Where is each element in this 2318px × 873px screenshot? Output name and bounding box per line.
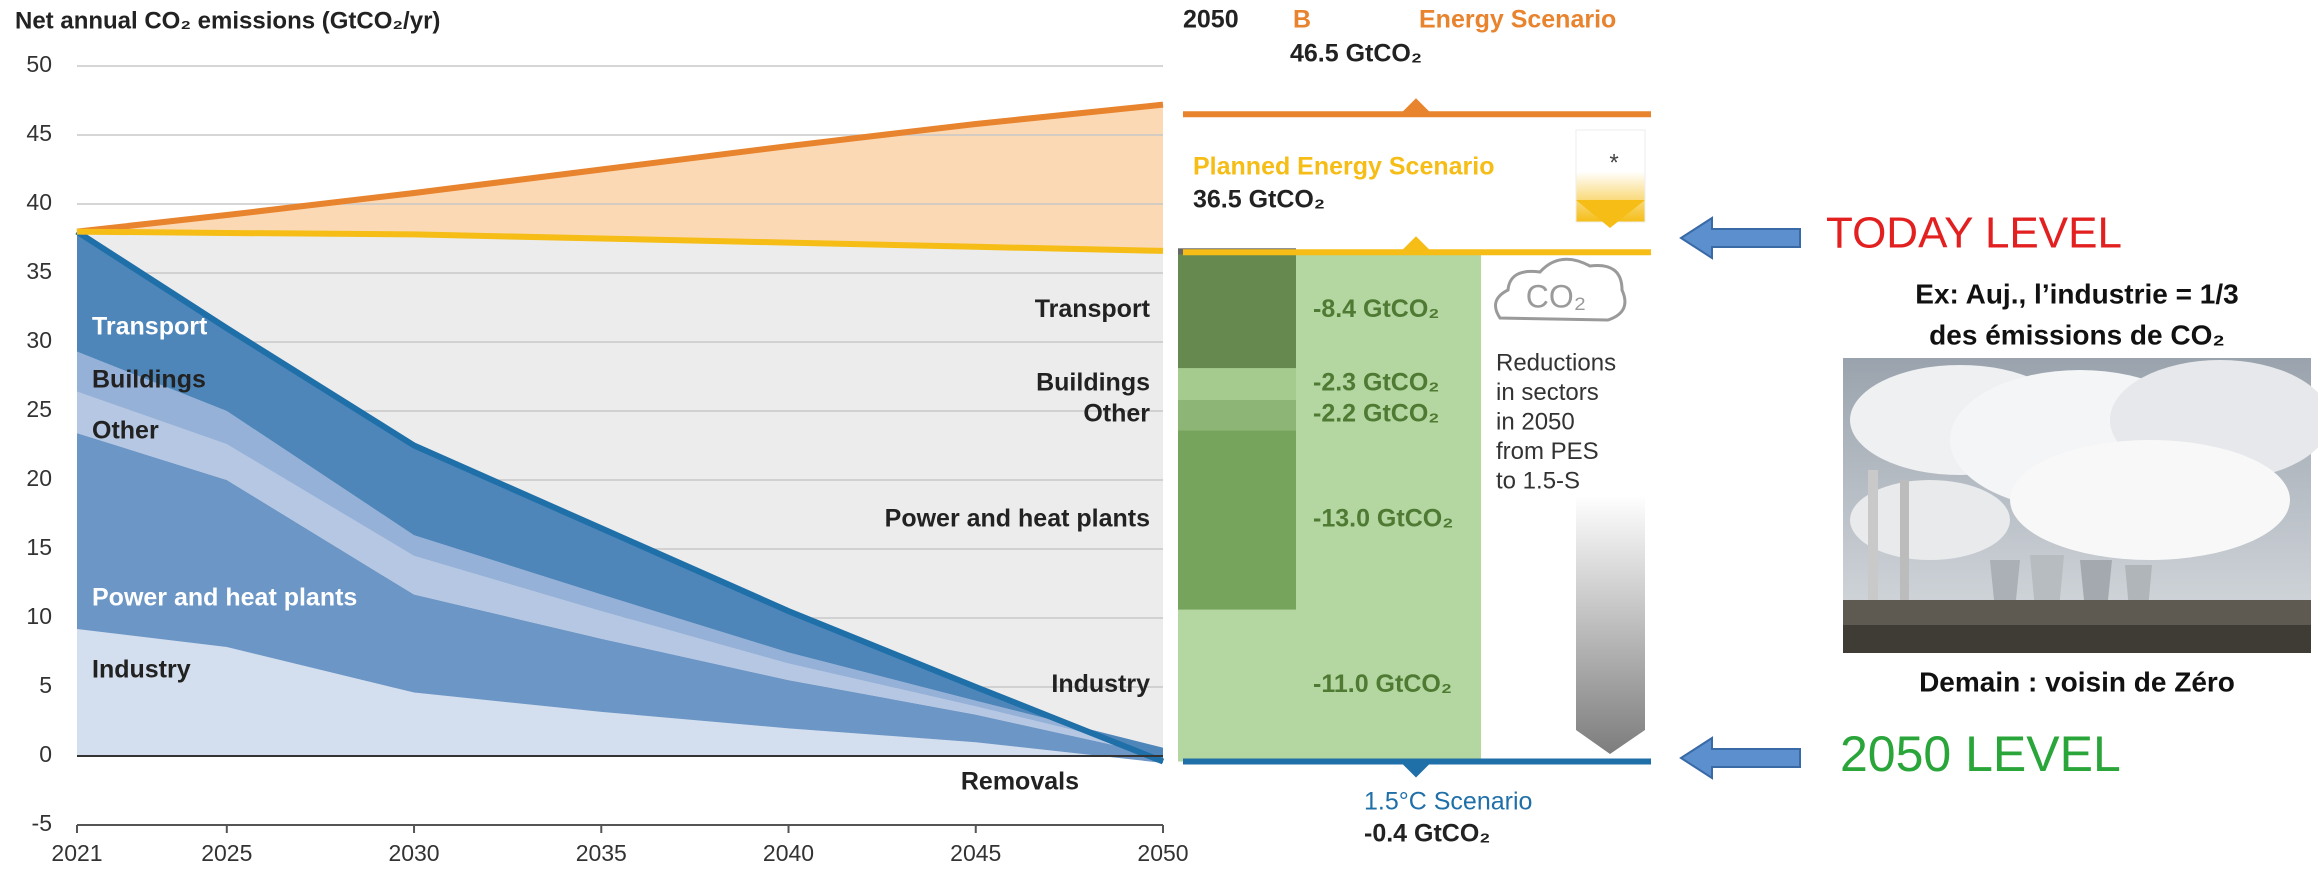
x-tick-label: 2050 (1137, 840, 1188, 866)
y-tick-label: 40 (26, 189, 52, 215)
y-tick-label: 0 (39, 741, 52, 767)
y-tick-label: 15 (26, 534, 52, 560)
reduction-arrow (1576, 495, 1645, 754)
reduction-category: Transport (1035, 295, 1151, 323)
reduction-segment (1178, 400, 1296, 430)
factory-photo (1843, 358, 2318, 653)
note-line: in 2050 (1496, 408, 1575, 435)
reduction-segment (1178, 252, 1296, 368)
x-tick-label: 2045 (950, 840, 1001, 866)
x-tick-label: 2035 (576, 840, 627, 866)
y-tick-label: 35 (26, 258, 52, 284)
scenario-band (77, 105, 1163, 251)
note-line: in sectors (1496, 379, 1599, 406)
reduction-value-label: -2.3 GtCO₂ (1313, 369, 1439, 397)
caption: Ex: Auj., l’industrie = 1/3 (1915, 278, 2238, 309)
x-tick-label: 2040 (763, 840, 814, 866)
scenario-name: Energy Scenario (1419, 6, 1616, 34)
reduction-category: Other (1083, 400, 1150, 428)
scenario-value: 46.5 GtCO₂ (1290, 40, 1422, 68)
scenario-marker (1400, 762, 1432, 778)
scenario-prefix: B (1293, 6, 1311, 34)
y-tick-label: 25 (26, 396, 52, 422)
x-tick-label: 2021 (51, 840, 102, 866)
removals-label: Removals (961, 768, 1079, 796)
reduction-segment (1178, 430, 1296, 609)
note-line: to 1.5-S (1496, 467, 1580, 494)
pointer-arrow (1681, 218, 1800, 258)
y-tick-label: 45 (26, 120, 52, 146)
reduction-value-label: -8.4 GtCO₂ (1313, 295, 1439, 323)
series-label: Buildings (92, 366, 206, 394)
x-tick-label: 2025 (201, 840, 252, 866)
reduction-value-label: -11.0 GtCO₂ (1313, 670, 1452, 698)
y-tick-label: 5 (39, 672, 52, 698)
caption: des émissions de CO₂ (1929, 319, 2225, 350)
y-tick-label: -5 (32, 810, 52, 836)
pointer-arrow (1681, 738, 1800, 778)
cloud-label: CO₂ (1526, 278, 1586, 314)
today-level: TODAY LEVEL (1826, 209, 2122, 258)
star: * (1609, 149, 1618, 176)
reduction-category: Buildings (1036, 369, 1150, 397)
note-line: from PES (1496, 438, 1599, 465)
y-tick-label: 30 (26, 327, 52, 353)
series-label: Other (92, 417, 159, 445)
series-label: Transport (92, 313, 208, 341)
y-tick-label: 50 (26, 51, 52, 77)
level-2050: 2050 LEVEL (1840, 726, 2121, 782)
note-line: Reductions (1496, 349, 1616, 376)
y-tick-label: 10 (26, 603, 52, 629)
chart-title: Net annual CO₂ emissions (GtCO₂/yr) (15, 7, 440, 34)
series-label: Industry (92, 656, 191, 684)
scenario-value: 36.5 GtCO₂ (1193, 186, 1325, 214)
reduction-segment (1178, 610, 1296, 762)
reduction-category: Industry (1051, 670, 1150, 698)
page: -505101520253035404550202120252030203520… (0, 0, 2318, 873)
panel-year: 2050 (1183, 6, 1239, 34)
x-tick-label: 2030 (388, 840, 439, 866)
reduction-category: Power and heat plants (885, 505, 1150, 533)
footer-caption: Demain : voisin de Zéro (1919, 666, 2235, 697)
scenario-name: Planned Energy Scenario (1193, 153, 1495, 181)
reduction-segment (1178, 368, 1296, 400)
scenario-marker (1400, 236, 1432, 252)
scenario-name: 1.5°C Scenario (1364, 788, 1532, 816)
reduction-value-label: -2.2 GtCO₂ (1313, 400, 1439, 428)
reduction-value-label: -13.0 GtCO₂ (1313, 505, 1453, 533)
y-tick-label: 20 (26, 465, 52, 491)
scenario-value: -0.4 GtCO₂ (1364, 820, 1490, 848)
series-label: Power and heat plants (92, 584, 357, 612)
scenario-marker (1400, 98, 1432, 114)
